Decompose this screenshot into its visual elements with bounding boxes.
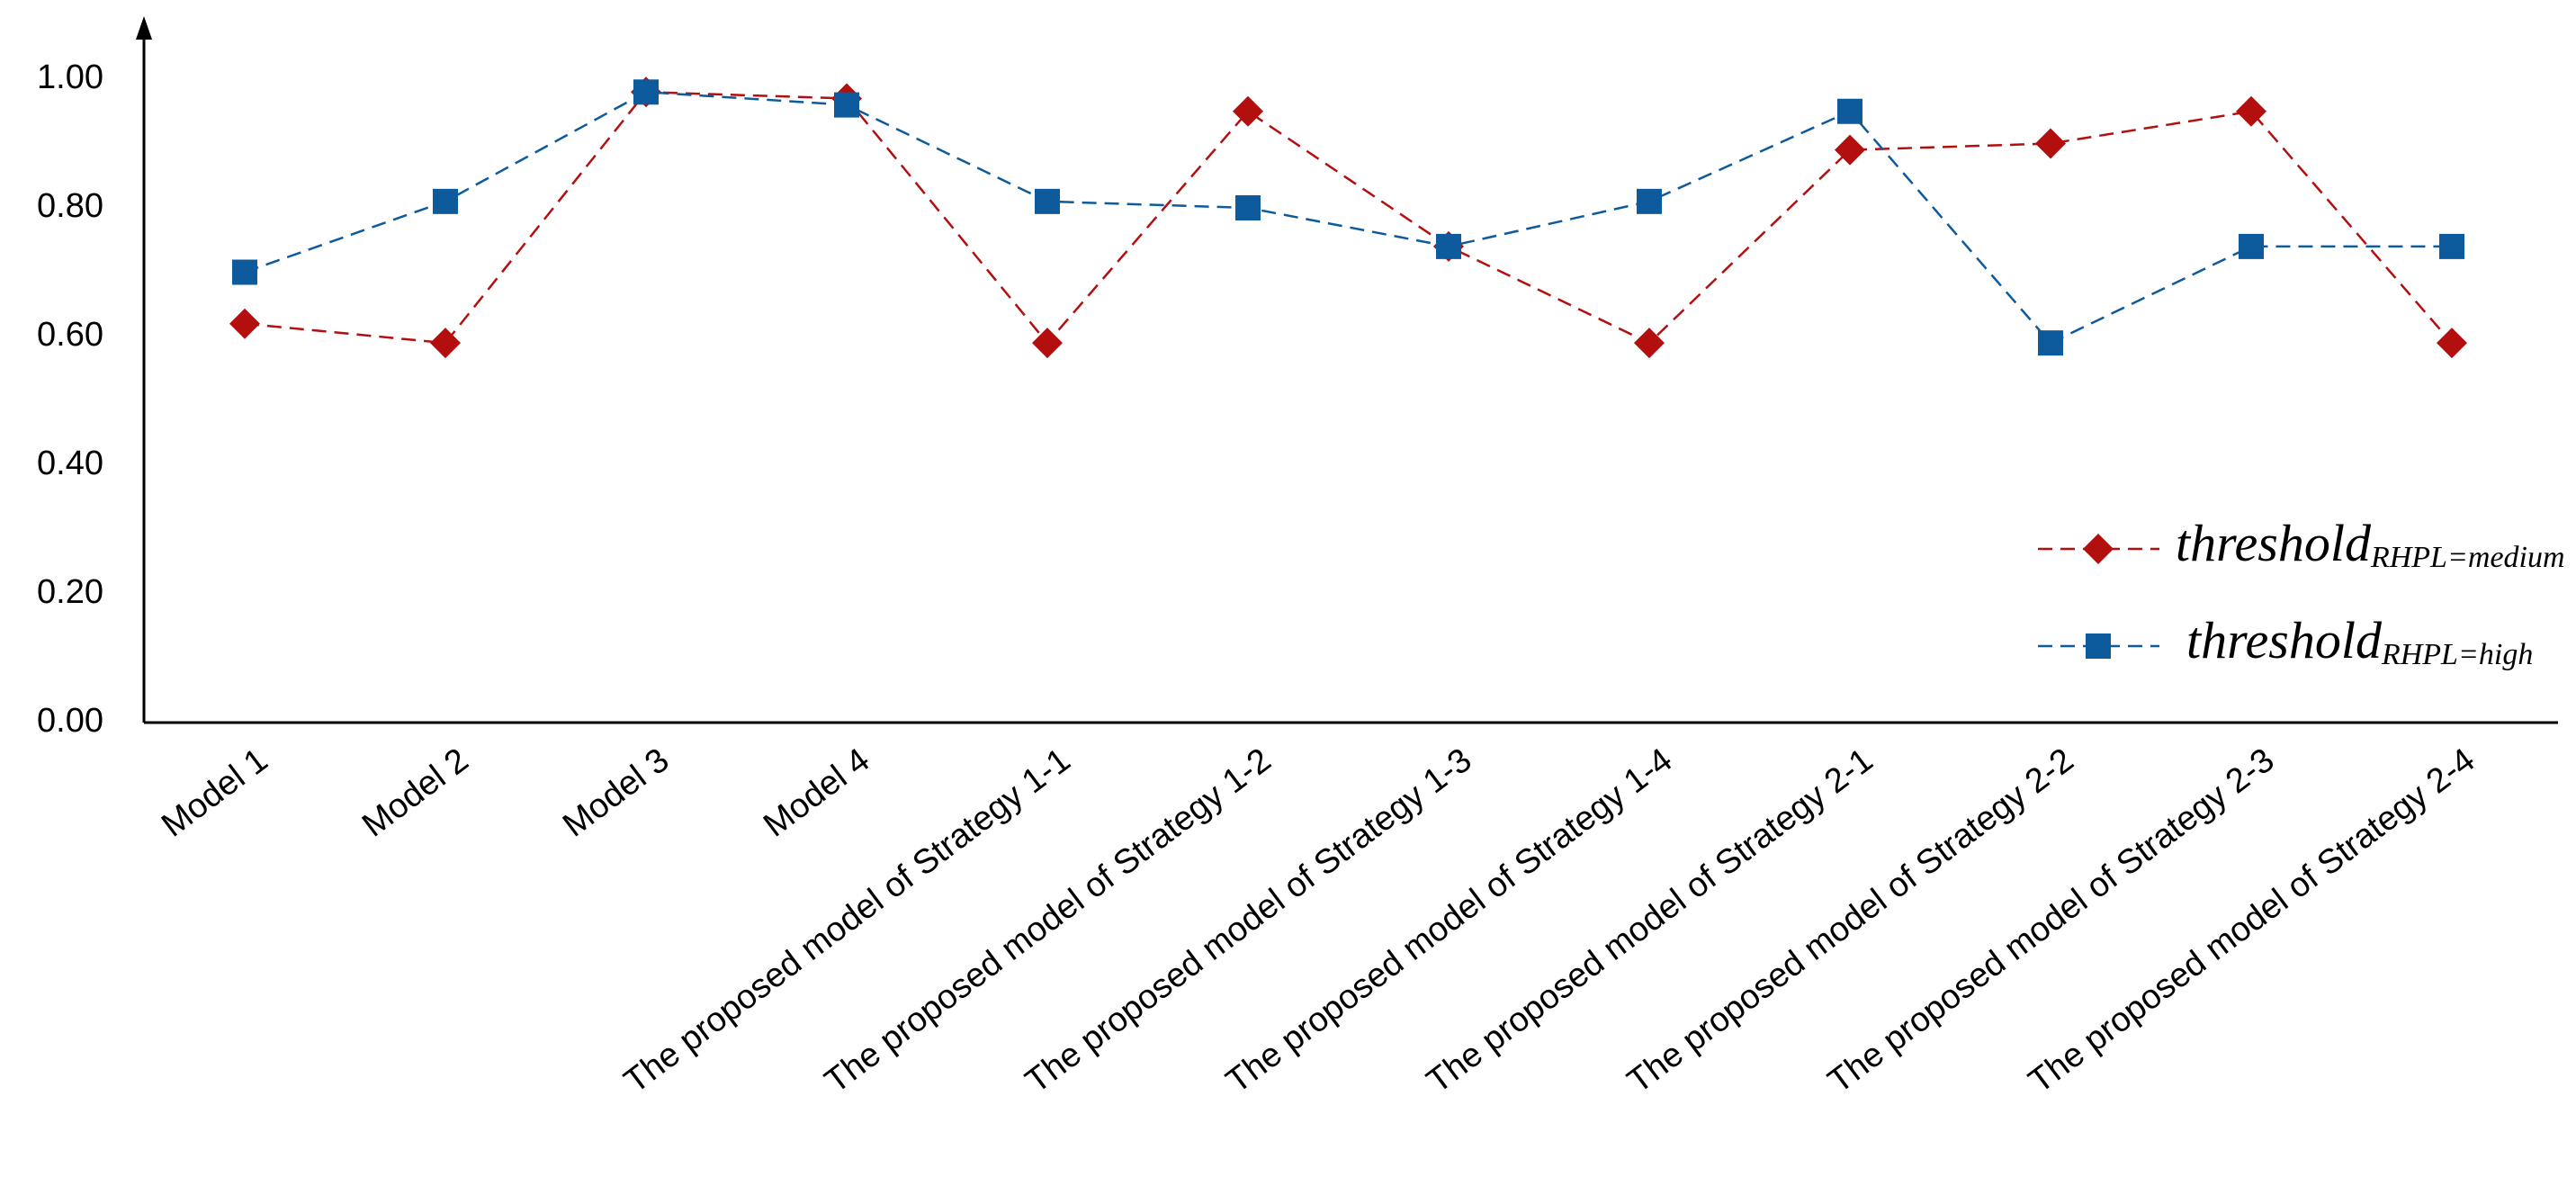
data-point [2035,128,2066,159]
data-point [1634,328,1665,359]
data-point [1837,98,1862,124]
x-tick-label: The proposed model of Strategy 2-2 [1620,741,2080,1101]
data-point [834,92,859,118]
data-point [1436,233,1461,259]
x-tick-label: Model 2 [355,741,475,845]
data-point [430,328,461,359]
legend-name: threshold [2176,514,2372,572]
series-line [244,91,2452,345]
x-tick-label: Model 3 [556,741,676,845]
data-point [1235,195,1261,220]
x-tick-label: Model 1 [155,741,274,845]
data-point [1637,188,1662,214]
y-tick-label: 0.60 [37,316,103,354]
legend-marker [2083,534,2114,564]
data-point [1233,95,1263,127]
y-tick-label: 0.80 [37,187,103,225]
y-tick-label: 0.40 [37,445,103,482]
y-tick-label: 1.00 [37,58,103,96]
x-tick-label: The proposed model of Strategy 1-3 [1019,741,1478,1101]
legend-subscript: RHPL=medium [2370,541,2565,574]
y-tick-label: 0.00 [37,702,103,740]
y-axis-arrow [136,16,152,40]
x-tick-label: The proposed model of Strategy 2-1 [1420,741,1880,1101]
data-point [2439,233,2464,259]
data-point [2236,95,2266,127]
data-point [2437,328,2467,359]
data-point [232,259,257,285]
x-tick-label: Model 4 [757,741,876,845]
data-point [229,308,260,339]
series-line [244,91,2453,346]
data-point [633,79,659,105]
data-point [2038,330,2063,356]
data-point [1835,134,1865,166]
x-tick-label: The proposed model of Strategy 2-3 [1821,741,2281,1101]
x-tick-label: The proposed model of Strategy 1-4 [1219,741,1679,1101]
data-point [433,188,458,214]
y-tick-label: 0.20 [37,573,103,611]
data-point [2239,233,2264,259]
legend-name: threshold [2186,611,2383,669]
data-point [1035,188,1060,214]
legend-subscript: RHPL=high [2381,638,2533,671]
legend-marker [2086,633,2111,659]
data-point [1032,328,1063,359]
x-tick-label: The proposed model of Strategy 1-2 [818,741,1278,1101]
legend-label: thresholdRHPL=high [2186,611,2533,670]
x-tick-label: The proposed model of Strategy 2-4 [2022,741,2482,1101]
x-tick-label: The proposed model of Strategy 1-1 [617,741,1077,1101]
legend-label: thresholdRHPL=medium [2176,514,2565,573]
